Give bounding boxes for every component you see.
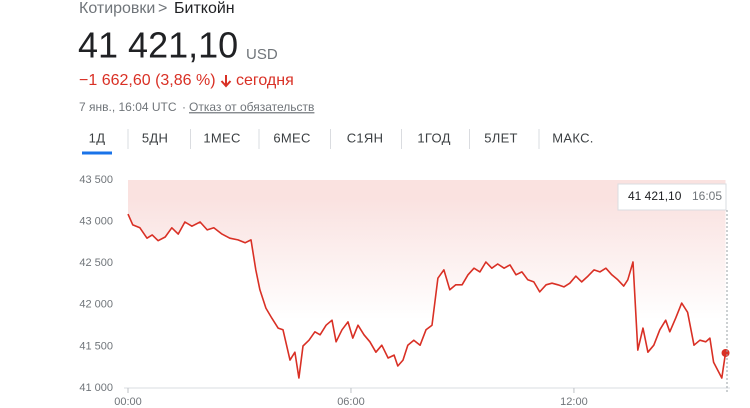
tooltip-value: 41 421,10	[628, 189, 682, 203]
tooltip-time: 16:05	[692, 189, 722, 203]
price-line	[127, 213, 727, 379]
tab[interactable]: 1ГОД	[417, 130, 450, 145]
area	[128, 180, 726, 378]
currency: USD	[246, 46, 278, 63]
x-tick-label: 00:00	[114, 396, 142, 408]
last-point	[721, 348, 730, 357]
change: −1 662,60 (3,86 %)	[79, 72, 216, 89]
y-tick-label: 42 500	[79, 257, 113, 269]
chart: 41 000 41 500 42 000 42 500 43 000 43 500 00:0…	[79, 174, 730, 408]
tab[interactable]: МАКС.	[552, 130, 593, 145]
tab[interactable]: 6МЕС	[273, 130, 310, 145]
x-tick-label: 06:00	[337, 396, 365, 408]
down-arrow	[220, 75, 232, 88]
y-tick-label: 41 000	[79, 382, 113, 394]
tab[interactable]: С1ЯН	[347, 130, 384, 145]
y-tick-label: 42 000	[79, 299, 113, 311]
tabs: 1Д 5ДН 1МЕС 6МЕС С1ЯН 1ГОД 5ЛЕТ МАКС.	[89, 129, 593, 149]
tab[interactable]: 1Д	[89, 130, 106, 145]
y-tick-label: 43 500	[79, 174, 113, 186]
tab[interactable]: 5ЛЕТ	[484, 130, 518, 145]
disclaimer-link[interactable]: Отказ от обязательств	[189, 100, 314, 114]
breadcrumb[interactable]: Котировки	[79, 0, 155, 17]
price: 41 421,10	[78, 25, 238, 66]
x-tick-label: 12:00	[560, 396, 588, 408]
y-tick-label: 41 500	[79, 340, 113, 352]
tooltip	[617, 183, 727, 211]
tab[interactable]: 5ДН	[142, 130, 168, 145]
y-tick-label: 43 000	[79, 216, 113, 228]
timestamp: 7 янв., 16:04 UTC	[79, 100, 177, 114]
breadcrumb: Биткойн	[174, 0, 235, 17]
change-period: сегодня	[236, 72, 294, 89]
dot: ·	[182, 100, 186, 114]
breadcrumb-separator: >	[158, 0, 167, 17]
tab[interactable]: 1МЕС	[203, 130, 240, 145]
